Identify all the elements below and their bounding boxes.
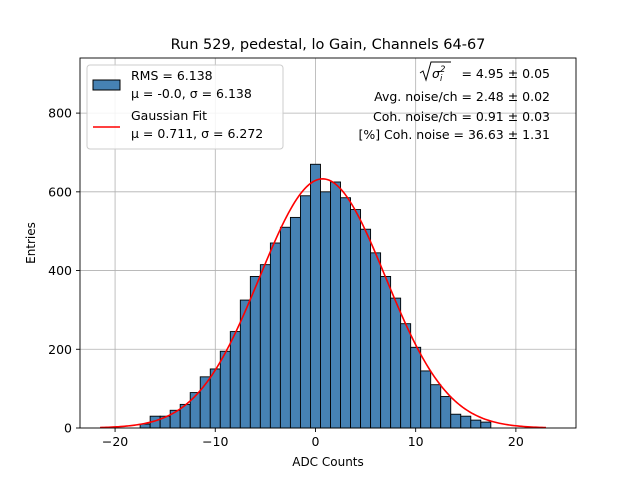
histogram-bar (350, 209, 362, 429)
x-axis-label: ADC Counts (292, 455, 364, 469)
annotation-avg-noise: Avg. noise/ch = 2.48 ± 0.02 (374, 89, 550, 104)
sigma-subscript: i (440, 74, 443, 84)
histogram-bar (440, 396, 452, 429)
sqrt-sigma-symbol: σ 2 i (419, 61, 451, 84)
histogram-bar (219, 350, 231, 429)
gaussian-fit-curve (100, 178, 546, 429)
histogram-bar (390, 297, 402, 429)
y-tick-label: 0 (64, 421, 72, 436)
annotation-sigma-value: = 4.95 ± 0.05 (461, 66, 550, 81)
chart-title: Run 529, pedestal, lo Gain, Channels 64-… (171, 37, 486, 53)
histogram-bar (420, 370, 432, 429)
histogram-bar (189, 392, 201, 429)
histogram-bar (249, 276, 261, 429)
y-tick-label: 200 (48, 342, 72, 357)
histogram-bar (470, 419, 482, 429)
histogram-bar (229, 331, 241, 429)
histogram-bar (360, 228, 372, 429)
histogram-bar (259, 264, 271, 429)
x-tick-label: 10 (408, 434, 424, 449)
histogram-bar (380, 276, 392, 429)
x-tick-label: −10 (202, 434, 228, 449)
histogram-bar (279, 226, 291, 429)
histogram-bar (430, 384, 442, 429)
legend-fit-label: Gaussian Fit (131, 108, 207, 123)
legend: RMS = 6.138 μ = -0.0, σ = 6.138 Gaussian… (86, 64, 284, 150)
noise-annotations: σ 2 i = 4.95 ± 0.05 Avg. noise/ch = 2.48… (358, 61, 550, 142)
histogram-bar (480, 421, 492, 429)
sigma-symbol: σ (432, 66, 441, 81)
histogram-bar (340, 197, 351, 429)
histogram-bar (310, 163, 321, 429)
legend-histogram-swatch (92, 79, 121, 91)
legend-fit-stats: μ = 0.711, σ = 6.272 (131, 126, 263, 141)
legend-box (86, 64, 284, 150)
histogram-bar (330, 181, 341, 429)
x-tick-label: 20 (508, 434, 524, 449)
histogram-bar (209, 368, 221, 429)
histogram-bar (289, 216, 301, 429)
x-tick-label: −20 (102, 434, 128, 449)
histogram-bar (400, 323, 412, 429)
histogram-bar (299, 195, 311, 429)
histogram-bar (410, 346, 422, 429)
x-axis-ticks: −20 −10 0 10 20 (102, 428, 524, 449)
annotation-coh-noise: Coh. noise/ch = 0.91 ± 0.03 (373, 109, 550, 124)
histogram-bar (450, 413, 462, 429)
histogram-bar (370, 252, 382, 429)
y-tick-label: 400 (48, 263, 72, 278)
legend-histogram-stats: μ = -0.0, σ = 6.138 (131, 86, 252, 101)
y-axis-ticks: 0 200 400 600 800 (48, 106, 80, 436)
annotation-pct-coh-noise: [%] Coh. noise = 36.63 ± 1.31 (358, 127, 550, 142)
y-axis-label: Entries (24, 222, 38, 264)
x-tick-label: 0 (311, 434, 319, 449)
histogram-bar (460, 415, 472, 429)
y-tick-label: 600 (48, 184, 72, 199)
plot-frame (79, 57, 577, 429)
legend-histogram-label: RMS = 6.138 (131, 68, 213, 83)
y-tick-label: 800 (48, 106, 72, 121)
histogram-bar (320, 191, 331, 429)
radical-sign (419, 61, 451, 82)
sigma-superscript: 2 (440, 65, 445, 75)
histogram-bar (269, 242, 281, 429)
